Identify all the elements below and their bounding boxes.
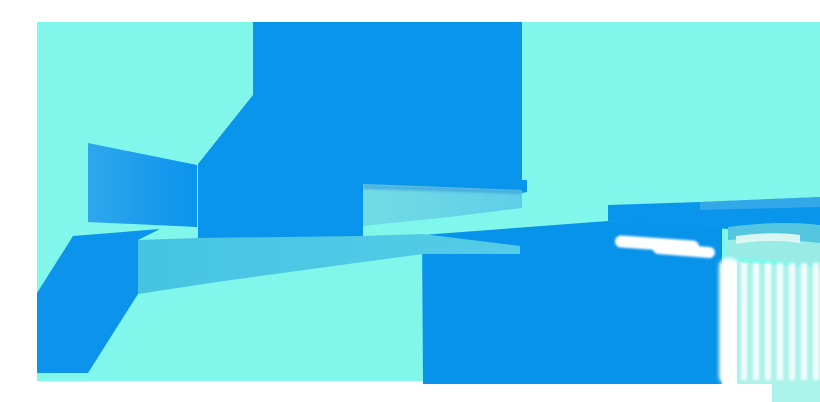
white-stripe-b	[653, 242, 715, 258]
fade-region-stripes-stripe	[813, 263, 819, 380]
fade-region-stripes-stripe	[753, 263, 759, 380]
fade-region-stripes-stripe	[741, 263, 747, 380]
curved-band-white-stripe	[736, 233, 800, 244]
fade-region-stripes	[741, 263, 819, 380]
fade-region-stripes-stripe	[801, 263, 807, 380]
teal-band-upper	[363, 184, 522, 226]
bottom-blue-block	[422, 221, 722, 384]
right-band-highlight	[700, 197, 820, 210]
curved-band-light	[728, 239, 820, 267]
fade-region-stripes-stripe	[765, 263, 771, 380]
left-gradient-ribbon	[88, 143, 197, 227]
lower-left-ribbon	[37, 229, 160, 373]
pale-blue-band-lower	[138, 234, 520, 294]
fade-region-stripes-stripe	[777, 263, 783, 380]
teal-band-upper-shadow	[363, 184, 522, 194]
white-column	[719, 258, 739, 385]
fade-region-stripes-stripe	[789, 263, 795, 380]
